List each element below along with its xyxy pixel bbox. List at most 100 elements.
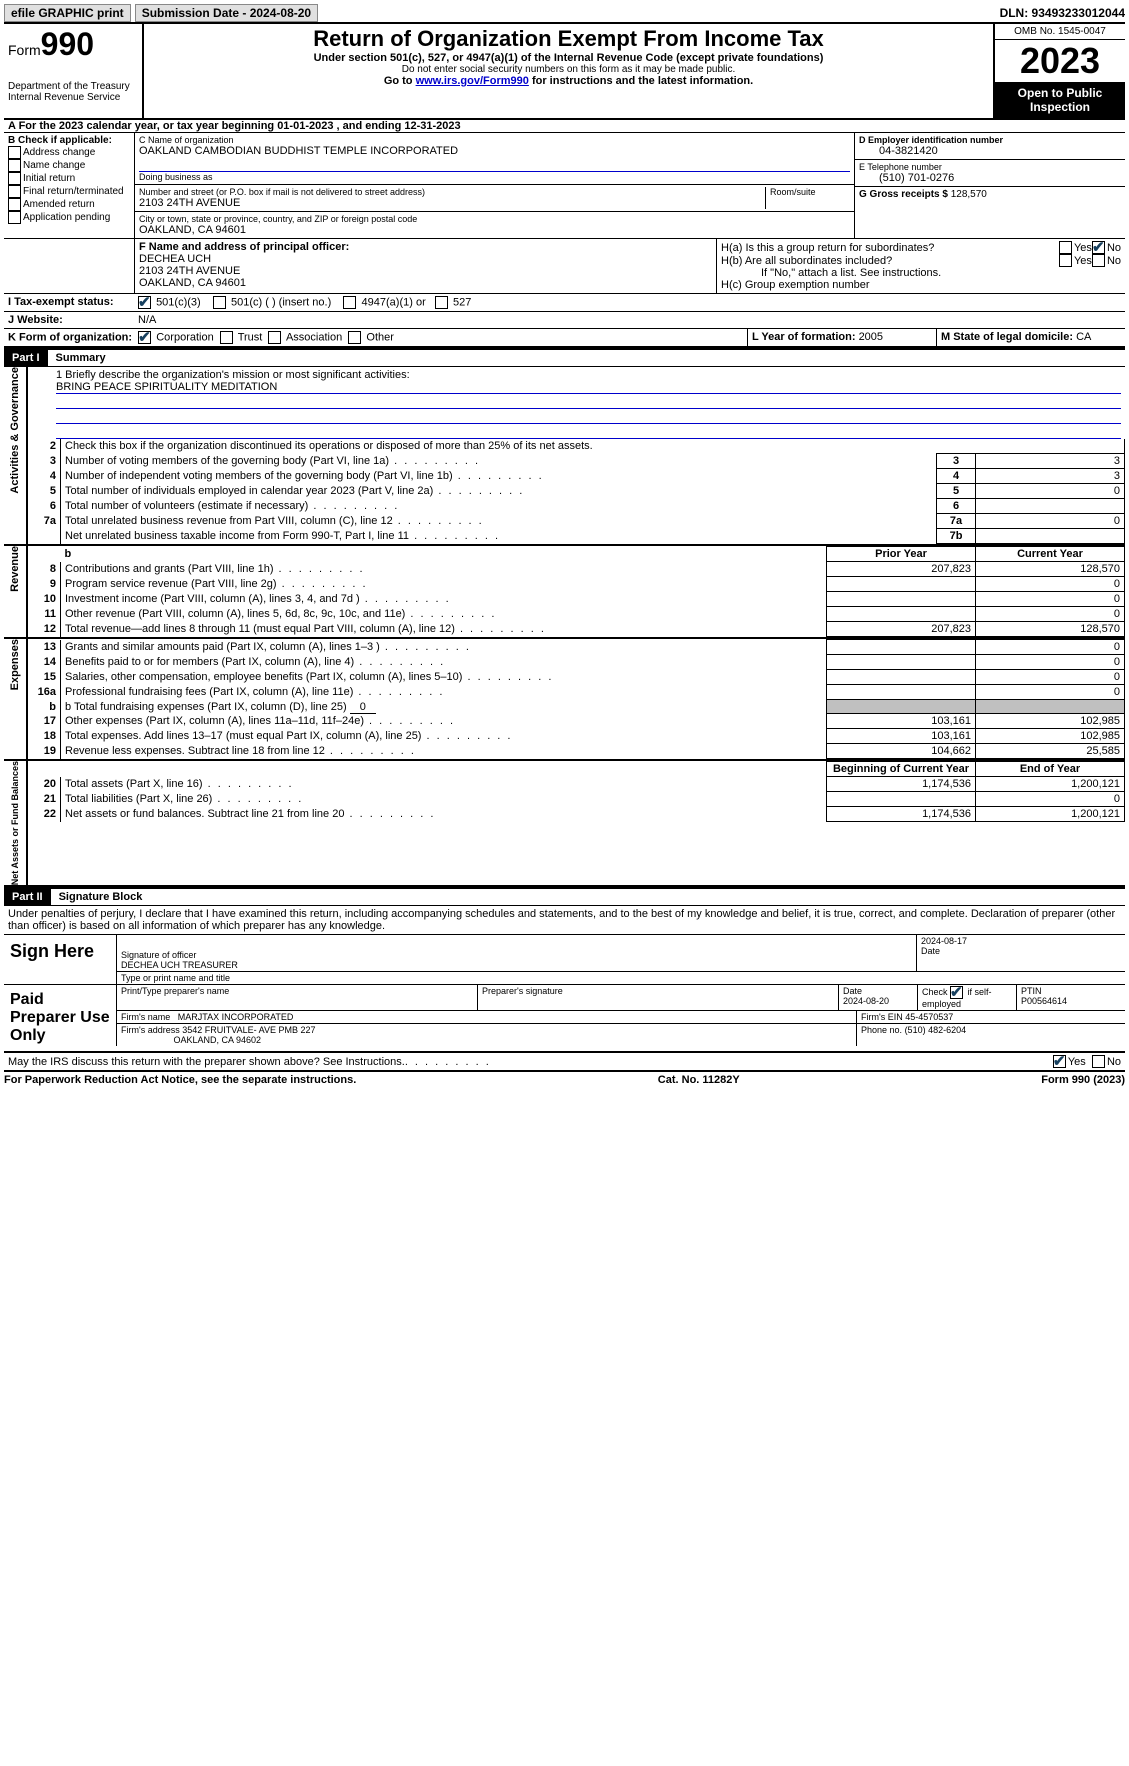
chk-4947[interactable] xyxy=(343,296,356,309)
row-j: J Website: N/A xyxy=(4,312,1125,329)
opt-501c3: 501(c)(3) xyxy=(156,296,201,308)
side-net: Net Assets or Fund Balances xyxy=(10,761,20,885)
checkbox-pending[interactable] xyxy=(8,211,21,224)
chk-assoc[interactable] xyxy=(268,331,281,344)
irs-link[interactable]: www.irs.gov/Form990 xyxy=(416,75,529,87)
subtitle-1: Under section 501(c), 527, or 4947(a)(1)… xyxy=(152,52,985,64)
declaration: Under penalties of perjury, I declare th… xyxy=(4,906,1125,935)
section-governance: Activities & Governance 1 Briefly descri… xyxy=(4,367,1125,546)
officer-name: DECHEA UCH xyxy=(139,253,211,265)
firm-addr1: 3542 FRUITVALE- AVE PMB 227 xyxy=(182,1025,315,1035)
ha-yes-checkbox[interactable] xyxy=(1059,241,1072,254)
form-number: 990 xyxy=(41,26,94,62)
omb-number: OMB No. 1545-0047 xyxy=(995,24,1125,40)
tax-status-label: I Tax-exempt status: xyxy=(8,296,114,308)
sig-officer-label: Signature of officer xyxy=(121,950,196,960)
top-bar: efile GRAPHIC print Submission Date - 20… xyxy=(4,4,1125,24)
opt-527: 527 xyxy=(453,296,471,308)
chk-501c3[interactable] xyxy=(138,296,151,309)
hdr-end: End of Year xyxy=(976,762,1125,777)
checkbox-final-return[interactable] xyxy=(8,185,21,198)
discuss-question: May the IRS discuss this return with the… xyxy=(8,1056,405,1068)
chk-501c[interactable] xyxy=(213,296,226,309)
checkbox-address-change[interactable] xyxy=(8,146,21,159)
gov-table: 2Check this box if the organization disc… xyxy=(28,439,1125,544)
discuss-no-checkbox[interactable] xyxy=(1092,1055,1105,1068)
self-employed-checkbox[interactable] xyxy=(950,986,963,999)
dept-label: Department of the Treasury Internal Reve… xyxy=(8,81,138,103)
row-a-tax-year: A For the 2023 calendar year, or tax yea… xyxy=(4,120,1125,133)
ein-value: 04-3821420 xyxy=(859,145,1121,157)
checkbox-initial-return[interactable] xyxy=(8,172,21,185)
chk-other[interactable] xyxy=(348,331,361,344)
hc-label: H(c) Group exemption number xyxy=(721,279,1121,291)
prep-date-val: 2024-08-20 xyxy=(843,996,889,1006)
form-header: Form990 Department of the Treasury Inter… xyxy=(4,24,1125,120)
hb-label: H(b) Are all subordinates included? xyxy=(721,255,1059,267)
gross-label: G Gross receipts $ xyxy=(859,189,951,200)
firm-ein: 45-4570537 xyxy=(905,1012,953,1022)
firm-addr-label: Firm's address xyxy=(121,1025,180,1035)
sign-here-row: Sign Here Signature of officer DECHEA UC… xyxy=(4,935,1125,985)
paid-prep-label: Paid Preparer Use Only xyxy=(4,985,116,1051)
open-inspection: Open to Public Inspection xyxy=(995,82,1125,118)
checkbox-amended[interactable] xyxy=(8,198,21,211)
efile-button[interactable]: efile GRAPHIC print xyxy=(4,4,131,22)
part1-badge: Part I xyxy=(4,350,48,366)
mission-label: 1 Briefly describe the organization's mi… xyxy=(56,369,410,381)
phone-label: E Telephone number xyxy=(859,162,1121,172)
form-title: Return of Organization Exempt From Incom… xyxy=(152,26,985,52)
opt-corp: Corporation xyxy=(156,331,213,343)
part2-title: Signature Block xyxy=(51,889,151,905)
hb-no: No xyxy=(1107,255,1121,267)
phone-value: (510) 701-0276 xyxy=(859,172,1121,184)
hb-no-checkbox[interactable] xyxy=(1092,254,1105,267)
submission-date: Submission Date - 2024-08-20 xyxy=(135,4,318,22)
type-name-label: Type or print name and title xyxy=(116,972,1125,984)
opt-amend: Amended return xyxy=(23,199,95,210)
opt-trust: Trust xyxy=(238,331,263,343)
chk-trust[interactable] xyxy=(220,331,233,344)
rev-table: b Prior Year Current Year 8Contributions… xyxy=(28,546,1125,637)
row-klm: K Form of organization: Corporation Trus… xyxy=(4,329,1125,348)
domicile-label: M State of legal domicile: xyxy=(941,331,1076,343)
sig-date-val: 2024-08-17 xyxy=(921,936,967,946)
ha-yes: Yes xyxy=(1074,242,1092,254)
chk-corp[interactable] xyxy=(138,331,151,344)
hdr-prior: Prior Year xyxy=(827,547,976,562)
l16b-label: b Total fundraising expenses (Part IX, c… xyxy=(65,701,350,713)
discuss-no: No xyxy=(1107,1056,1121,1068)
dln: DLN: 93493233012044 xyxy=(1000,6,1125,20)
ha-no-checkbox[interactable] xyxy=(1092,241,1105,254)
sign-here-label: Sign Here xyxy=(4,935,116,984)
section-revenue: Revenue b Prior Year Current Year 8Contr… xyxy=(4,546,1125,639)
firm-name: MARJTAX INCORPORATED xyxy=(178,1012,294,1022)
sig-date-label: Date xyxy=(921,946,940,956)
goto-pre: Go to xyxy=(384,75,416,87)
side-gov: Activities & Governance xyxy=(9,367,21,494)
footer-r3: (2023) xyxy=(1090,1074,1125,1086)
checkbox-name-change[interactable] xyxy=(8,159,21,172)
discuss-yes-checkbox[interactable] xyxy=(1053,1055,1066,1068)
opt-other: Other xyxy=(366,331,394,343)
opt-addr: Address change xyxy=(23,147,95,158)
discuss-yes: Yes xyxy=(1068,1056,1086,1068)
footer: For Paperwork Reduction Act Notice, see … xyxy=(4,1070,1125,1086)
info-grid: B Check if applicable: Address change Na… xyxy=(4,133,1125,239)
opt-name: Name change xyxy=(23,160,85,171)
opt-pend: Application pending xyxy=(23,212,110,223)
form-prefix: Form xyxy=(8,42,41,58)
org-name: OAKLAND CAMBODIAN BUDDHIST TEMPLE INCORP… xyxy=(139,145,850,157)
org-name-label: C Name of organization xyxy=(139,135,850,145)
hb-yes-checkbox[interactable] xyxy=(1059,254,1072,267)
opt-init: Initial return xyxy=(23,173,75,184)
l16b-val: 0 xyxy=(350,701,376,714)
section-expenses: Expenses 13Grants and similar amounts pa… xyxy=(4,639,1125,761)
opt-501c: 501(c) ( ) (insert no.) xyxy=(231,296,331,308)
paid-preparer-row: Paid Preparer Use Only Print/Type prepar… xyxy=(4,985,1125,1053)
tax-year: 2023 xyxy=(995,40,1125,82)
part2-header: Part II Signature Block xyxy=(4,887,1125,906)
gross-value: 128,570 xyxy=(951,189,987,200)
footer-left: For Paperwork Reduction Act Notice, see … xyxy=(4,1074,356,1086)
chk-527[interactable] xyxy=(435,296,448,309)
